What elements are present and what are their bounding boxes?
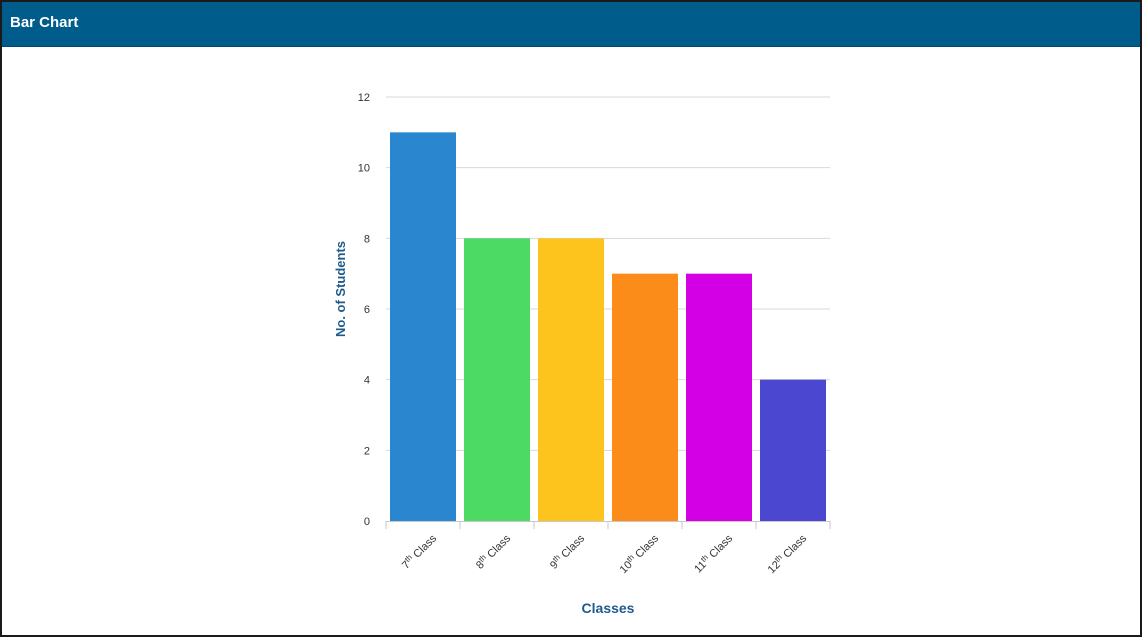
x-tick-label: 11th Class — [691, 531, 736, 576]
bar[interactable] — [464, 238, 530, 522]
y-axis-title: No. of Students — [333, 241, 348, 337]
y-tick-label: 8 — [364, 233, 370, 245]
bar-chart: 0 2 4 6 8 10 12 7th Class 8th Class 9th Class 10t… — [333, 92, 831, 616]
x-tick-label: 10th Class — [616, 531, 661, 576]
x-tick-label: 12th Class — [764, 531, 809, 576]
y-tick-label: 4 — [364, 375, 370, 387]
bar[interactable] — [390, 132, 456, 521]
grid-lines — [386, 96, 830, 451]
panel-header: Bar Chart — [2, 2, 1140, 47]
y-tick-label: 10 — [358, 163, 370, 175]
x-axis-title: Classes — [582, 600, 635, 616]
x-tick-label: 9th Class — [547, 531, 588, 572]
y-tick-label: 2 — [364, 445, 370, 457]
y-axis-ticks: 0 2 4 6 8 10 12 — [358, 92, 370, 528]
x-axis-ticks: 7th Class 8th Class 9th Class 10th Class 11t… — [399, 531, 809, 576]
bar[interactable] — [760, 379, 826, 521]
x-axis — [385, 521, 831, 529]
x-tick-label: 7th Class — [399, 531, 440, 572]
bar[interactable] — [686, 273, 752, 521]
y-tick-label: 0 — [364, 516, 370, 528]
y-tick-label: 6 — [364, 304, 370, 316]
bar[interactable] — [538, 238, 604, 522]
bars — [390, 132, 826, 522]
x-tick-label: 8th Class — [473, 531, 514, 572]
panel-title: Bar Chart — [10, 14, 79, 31]
y-tick-label: 12 — [358, 92, 370, 104]
chart-area: 0 2 4 6 8 10 12 7th Class 8th Class 9th Class 10t… — [2, 46, 1140, 635]
bar[interactable] — [612, 273, 678, 521]
